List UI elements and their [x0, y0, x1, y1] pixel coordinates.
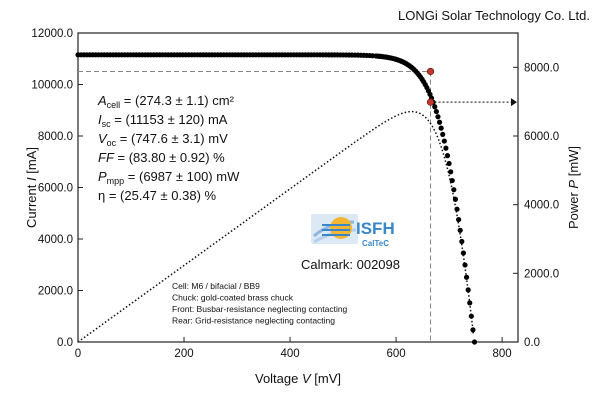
parameter-block: Acell = (274.3 ± 1.1) cm² Isc = (11153 ± … — [97, 93, 240, 203]
iv-point — [465, 287, 471, 293]
iv-point — [460, 250, 466, 256]
chart-header: LONGi Solar Technology Co. Ltd. — [398, 8, 590, 23]
iv-point — [440, 131, 446, 138]
iv-point — [463, 274, 470, 280]
y-tick-label: 6000.0 — [38, 183, 73, 195]
y2-tick-label: 6000.0 — [524, 131, 559, 143]
iv-point — [436, 119, 443, 125]
y2-tick-label: 8000.0 — [524, 62, 559, 74]
mpp-guide-lines — [78, 70, 517, 342]
parameter-line: Isc = (11153 ± 120) mA — [98, 112, 228, 129]
iv-point — [470, 327, 476, 333]
x-tick-label: 0 — [75, 348, 81, 360]
iv-point — [438, 125, 444, 131]
parameter-line: Pmpp = (6987 ± 100) mW — [98, 169, 240, 186]
note-line: Rear: Grid-resistance neglecting contact… — [172, 316, 335, 326]
cell-notes: Cell: M6 / bifacial / BB9 Chuck: gold-coa… — [172, 281, 348, 326]
mpp-power-marker — [426, 98, 435, 106]
calmark: Calmark: 002098 — [301, 257, 400, 272]
y2-tick-label: 2000.0 — [524, 268, 559, 280]
plot-area — [77, 32, 519, 343]
mpp-markers — [426, 67, 435, 106]
note-line: Chuck: gold-coated brass chuck — [172, 293, 294, 303]
y-tick-label: 2000.0 — [38, 286, 73, 298]
iv-point — [446, 160, 452, 167]
iv-point — [441, 138, 447, 144]
x-tick-label: 200 — [174, 348, 193, 360]
plot-frame — [77, 32, 519, 343]
x-tick-label: 400 — [280, 348, 299, 360]
iv-point — [452, 196, 459, 202]
x-axis-title: Voltage V [mV] — [255, 371, 341, 386]
iv-point — [451, 187, 457, 193]
parameter-line: Voc = (747.6 ± 3.1) mV — [98, 131, 228, 148]
x-tick-label: 800 — [493, 348, 512, 360]
mpp-power-arrow — [511, 98, 517, 107]
iv-point — [432, 104, 438, 110]
iv-point — [456, 216, 462, 223]
parameter-line: FF = (83.80 ± 0.92) % — [98, 150, 225, 165]
iv-point — [449, 177, 455, 184]
iv-point — [467, 300, 473, 306]
axes: 0 200 400 600 8000.02000.04000.06000.08000.0… — [24, 28, 581, 386]
note-line: Front: Busbar-resistance neglecting cont… — [172, 304, 348, 314]
iv-point — [462, 262, 468, 268]
logo-graphic — [311, 214, 358, 244]
iv-point — [444, 153, 451, 159]
iv-curve — [75, 52, 478, 345]
y-tick-label: 10000.0 — [31, 80, 73, 92]
logo-subtext: CalTeC — [362, 239, 389, 248]
y-tick-label: 0.0 — [57, 337, 73, 349]
iv-point — [443, 145, 449, 151]
iv-point — [471, 339, 478, 345]
parameter-line: Acell = (274.3 ± 1.1) cm² — [97, 93, 235, 110]
parameter-line: η = (25.47 ± 0.38) % — [98, 188, 217, 203]
iv-point — [468, 313, 474, 319]
y-tick-label: 8000.0 — [38, 131, 73, 143]
y-axis-title: Current I [mA] — [24, 147, 39, 228]
y-tick-label: 12000.0 — [31, 28, 73, 40]
y2-tick-label: 4000.0 — [524, 200, 559, 212]
y-tick-label: 4000.0 — [38, 234, 73, 246]
y2-axis-title: Power P [mW] — [566, 146, 581, 229]
iv-point — [448, 169, 454, 175]
x-tick-label: 600 — [386, 348, 405, 360]
iv-point — [457, 227, 463, 233]
note-line: Cell: M6 / bifacial / BB9 — [172, 281, 260, 291]
iv-point — [459, 238, 465, 245]
iv-point — [454, 206, 460, 212]
iv-point — [433, 108, 439, 115]
iv-point — [435, 114, 441, 120]
y2-tick-label: 0.0 — [524, 337, 540, 349]
mpp-iv-marker — [426, 67, 435, 76]
isfh-logo: ISFH CalTeC — [311, 214, 395, 248]
logo-text: ISFH — [356, 219, 395, 238]
